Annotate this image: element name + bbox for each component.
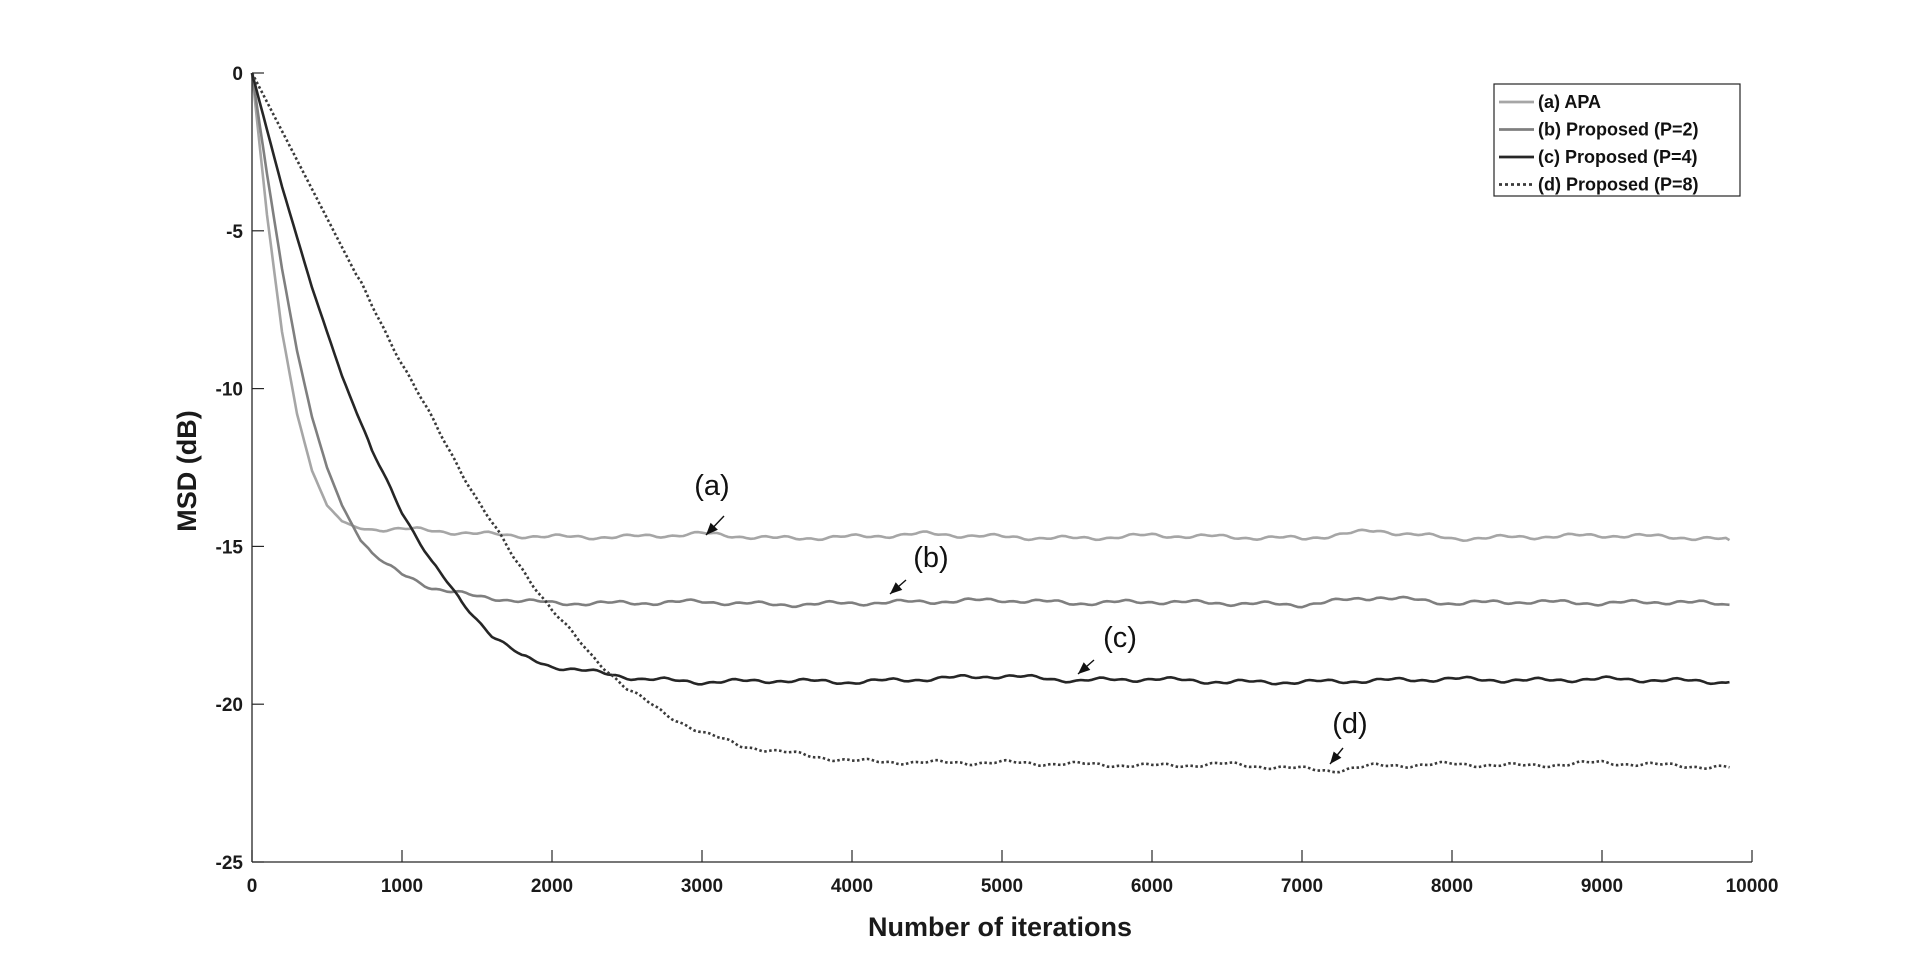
x-axis-title: Number of iterations [868, 912, 1132, 942]
x-tick-label: 3000 [681, 876, 723, 897]
x-tick-label: 8000 [1431, 876, 1473, 897]
x-tick-label: 4000 [831, 876, 873, 897]
x-tick-label: 9000 [1581, 876, 1623, 897]
legend-entry-label: (c) Proposed (P=4) [1538, 147, 1698, 167]
x-tick-label: 10000 [1726, 876, 1779, 897]
series-layer [250, 72, 1731, 774]
annotation-label: (a) [694, 470, 729, 502]
annotation-arrowhead [1330, 751, 1342, 764]
series-line [250, 72, 1731, 543]
annotation-arrowhead [890, 582, 903, 594]
y-tick-label: 0 [232, 64, 243, 85]
x-tick-label: 7000 [1281, 876, 1323, 897]
legend: (a) APA (b) Proposed (P=2) (c) Proposed (P… [1493, 83, 1741, 197]
y-tick-label: -25 [216, 853, 244, 874]
x-tick-label: 2000 [531, 876, 573, 897]
y-axis-title: MSD (dB) [172, 410, 202, 531]
legend-entry-label: (b) Proposed (P=2) [1538, 120, 1699, 140]
axes-layer: 0 1000 2000 3000 4000 5000 6000 7000 8000 9000 100… [216, 64, 1779, 897]
x-tick-label: 5000 [981, 876, 1023, 897]
y-tick-label: -15 [216, 537, 244, 558]
series-line [250, 72, 1730, 686]
series-line [250, 72, 1730, 609]
annotation-layer: (a) (b) (c) (d) [694, 470, 1368, 765]
x-tick-label: 0 [247, 876, 258, 897]
x-tick-label: 1000 [381, 876, 423, 897]
legend-entry-label: (d) Proposed (P=8) [1538, 175, 1699, 195]
x-tick-label: 6000 [1131, 876, 1173, 897]
y-tick-label: -5 [226, 222, 243, 243]
y-tick-label: -10 [216, 380, 243, 401]
y-tick-label: -20 [216, 695, 243, 716]
annotation-label: (d) [1332, 708, 1367, 740]
legend-entry-label: (a) APA [1538, 92, 1601, 112]
legend-box [1493, 83, 1741, 197]
annotation-label: (c) [1103, 622, 1137, 654]
annotation-arrowhead [706, 522, 718, 535]
annotation-label: (b) [913, 542, 948, 574]
series-line [250, 72, 1730, 774]
annotation-arrowhead [1078, 662, 1091, 674]
